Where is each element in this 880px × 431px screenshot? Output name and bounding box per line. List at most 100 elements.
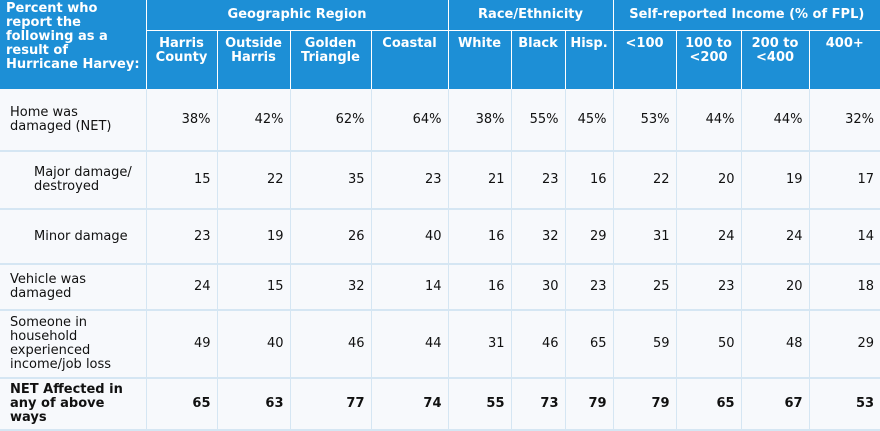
column-header-line: Outside [225, 36, 282, 51]
table-cell: 14 [371, 264, 449, 311]
table-cell: 42% [217, 89, 291, 152]
table-cell: 44% [741, 89, 810, 152]
row-label-line: any of above [10, 396, 105, 411]
row-label-line: NET Affected in [10, 382, 123, 397]
table-cell: 59 [613, 310, 677, 379]
row-label-line: damaged [10, 286, 72, 301]
table-cell: 29 [809, 310, 880, 379]
column-header: Coastal [371, 30, 449, 89]
column-header-line: 400+ [825, 36, 864, 51]
table-cell: 35 [290, 151, 372, 210]
table-body: Home was damaged (NET) 38% 42% 62% 64% 38% 55% 4… [0, 89, 880, 431]
table-cell: 31 [448, 310, 512, 379]
table-cell: 22 [217, 151, 291, 210]
column-header: 200 to <400 [741, 30, 810, 89]
table-header: Percent who report the following as a resul… [0, 0, 880, 89]
table-cell: 30 [511, 264, 566, 311]
table-cell: 44% [676, 89, 742, 152]
table-cell: 23 [371, 151, 449, 210]
table-cell: 55 [448, 378, 512, 431]
table-cell: 23 [565, 264, 614, 311]
row-label-line: Vehicle was [10, 272, 86, 287]
column-header: Harris County [146, 30, 218, 89]
table-row: Minor damage 23 19 26 40 16 32 29 31 24 24 14 [0, 209, 880, 265]
column-header-line: Golden [304, 36, 357, 51]
column-header-line: Black [518, 36, 558, 51]
row-label: Home was damaged (NET) [0, 89, 147, 152]
row-label-header-line: Percent who [6, 1, 98, 16]
table-cell: 74 [371, 378, 449, 431]
table-cell: 53 [809, 378, 880, 431]
table-row: Vehicle was damaged 24 15 32 14 16 30 23 25 23 20 18 [0, 264, 880, 311]
group-header: Geographic Region [146, 0, 449, 31]
table-cell: 32 [290, 264, 372, 311]
table-cell: 23 [676, 264, 742, 311]
column-header: 100 to <200 [676, 30, 742, 89]
table-cell: 53% [613, 89, 677, 152]
table-cell: 20 [741, 264, 810, 311]
group-header-row: Percent who report the following as a resul… [0, 0, 880, 89]
table-cell: 29 [565, 209, 614, 265]
table-cell: 48 [741, 310, 810, 379]
table-cell: 17 [809, 151, 880, 210]
column-header-line: <400 [756, 50, 795, 65]
table-cell: 40 [217, 310, 291, 379]
table-cell: 62% [290, 89, 372, 152]
table-cell: 19 [217, 209, 291, 265]
row-label-header-line: Hurricane Harvey: [6, 57, 140, 72]
table-row: Home was damaged (NET) 38% 42% 62% 64% 38% 55% 4… [0, 89, 880, 152]
table-cell: 22 [613, 151, 677, 210]
table-row: Major damage/destroyed 15 22 35 23 21 23 16 22 20… [0, 151, 880, 210]
row-label-line: income/job loss [10, 357, 112, 372]
table-cell: 16 [448, 264, 512, 311]
row-label: Vehicle was damaged [0, 264, 147, 311]
table-cell: 24 [676, 209, 742, 265]
column-header: Hisp. [565, 30, 614, 89]
row-label-header: Percent who report the following as a resul… [0, 0, 147, 89]
table-cell: 25 [613, 264, 677, 311]
table-cell: 79 [613, 378, 677, 431]
table-row: Someone in household experienced income/job… [0, 310, 880, 379]
column-header-line: Triangle [301, 50, 360, 65]
column-header-line: <200 [689, 50, 728, 65]
table-cell: 49 [146, 310, 218, 379]
column-header-line: Harris [231, 50, 276, 65]
row-label-line: Minor damage [34, 228, 128, 244]
table-cell: 24 [146, 264, 218, 311]
column-header: <100 [613, 30, 677, 89]
table-cell: 63 [217, 378, 291, 431]
table-cell: 44 [371, 310, 449, 379]
table-cell: 79 [565, 378, 614, 431]
column-header-line: White [457, 36, 502, 51]
table-cell: 19 [741, 151, 810, 210]
table-cell: 64% [371, 89, 449, 152]
table-cell: 15 [146, 151, 218, 210]
table-cell: 32% [809, 89, 880, 152]
table-cell: 65 [676, 378, 742, 431]
table-cell: 77 [290, 378, 372, 431]
column-header-line: County [155, 50, 208, 65]
column-header-line: 200 to [751, 36, 799, 51]
table-cell: 65 [146, 378, 218, 431]
table-cell: 50 [676, 310, 742, 379]
table-cell: 40 [371, 209, 449, 265]
table-cell: 16 [565, 151, 614, 210]
table-cell: 20 [676, 151, 742, 210]
row-label: Someone in household experienced income/job… [0, 310, 147, 379]
table-cell: 24 [741, 209, 810, 265]
row-label: NET Affected in any of above ways [0, 378, 147, 431]
table-cell: 38% [448, 89, 512, 152]
table-cell: 14 [809, 209, 880, 265]
column-header-line: Harris [159, 36, 204, 51]
table-cell: 65 [565, 310, 614, 379]
row-label: Major damage/destroyed [0, 151, 147, 210]
table-cell: 67 [741, 378, 810, 431]
row-label-line: damaged (NET) [10, 118, 112, 134]
table-cell: 26 [290, 209, 372, 265]
table-cell: 23 [146, 209, 218, 265]
table-cell: 21 [448, 151, 512, 210]
table-cell: 16 [448, 209, 512, 265]
row-label-line: Someone in [10, 315, 88, 330]
table-row: NET Affected in any of above ways 65 63 77 74 5… [0, 378, 880, 431]
